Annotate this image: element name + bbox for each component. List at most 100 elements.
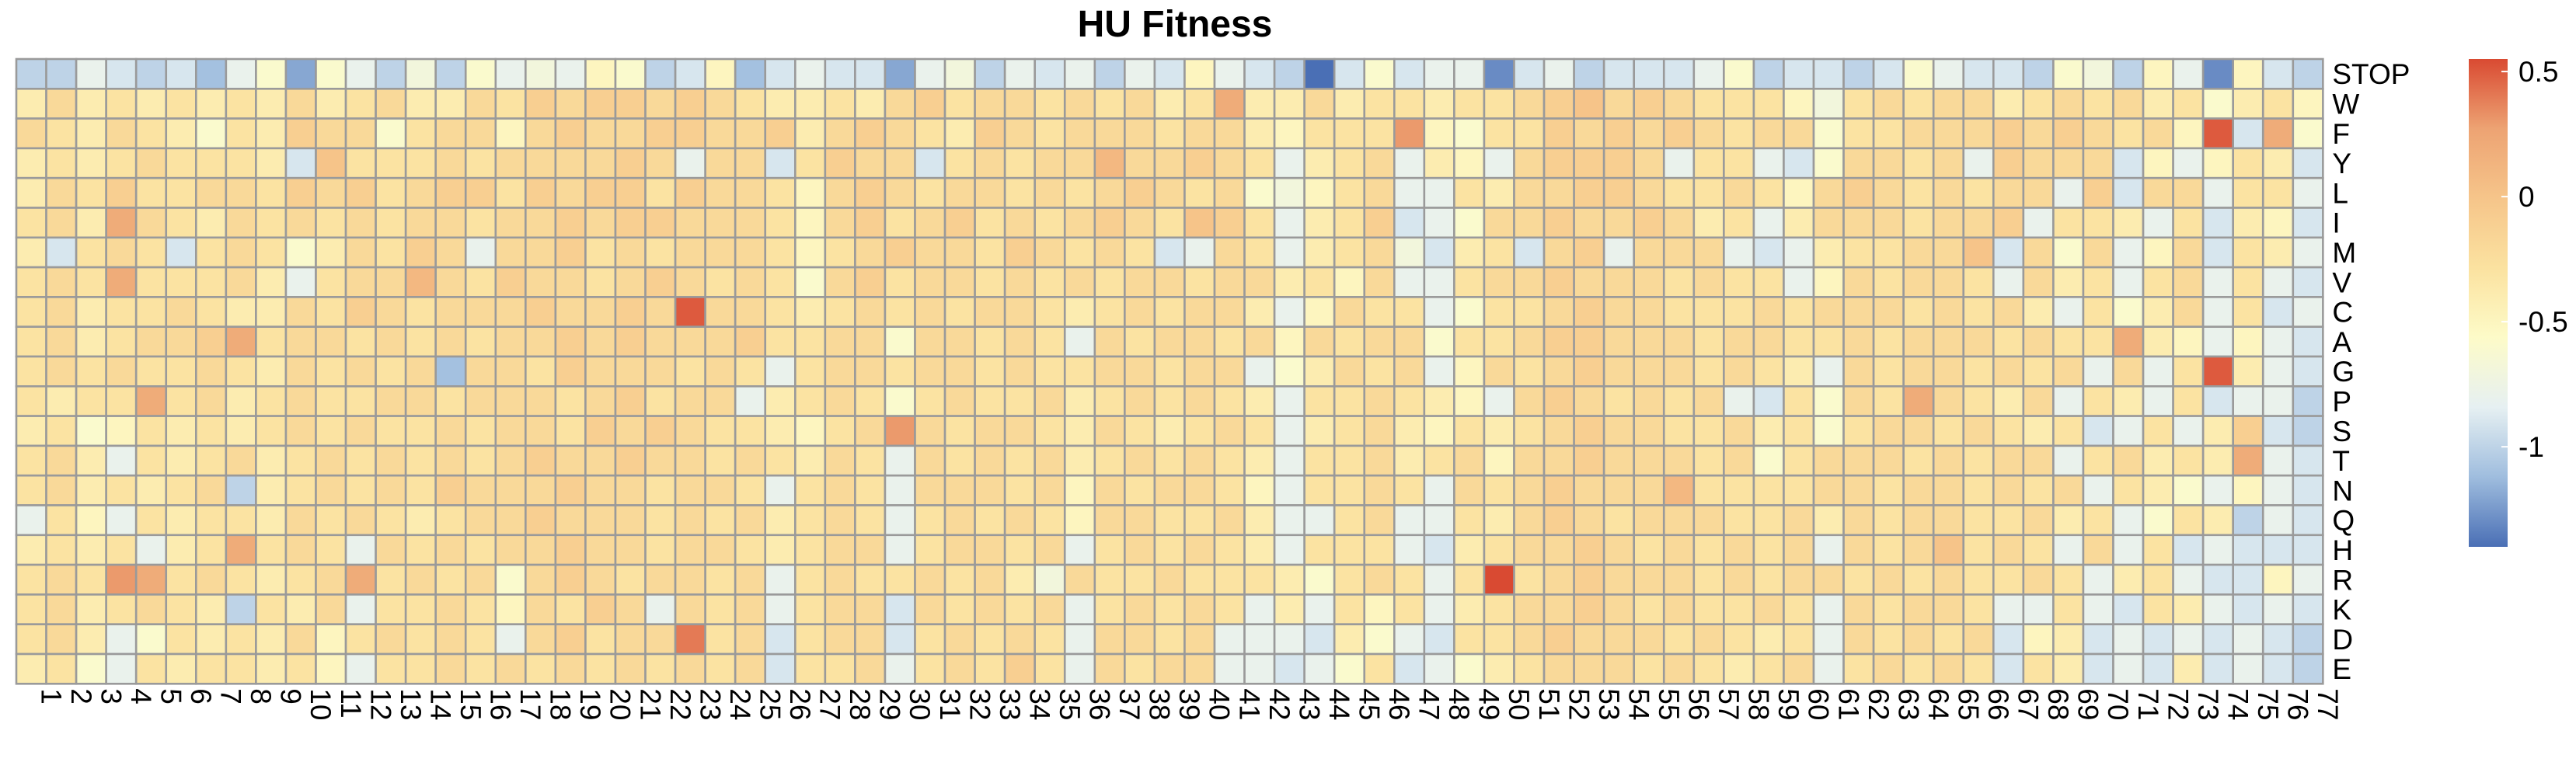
heatmap-cell [2292, 504, 2324, 537]
heatmap-cell [1692, 652, 1725, 685]
column-label: 5 [155, 688, 186, 705]
heatmap-cell [284, 88, 317, 120]
heatmap-cell [464, 384, 497, 417]
column-label: 56 [1683, 688, 1715, 720]
heatmap-cell [315, 415, 347, 447]
heatmap-cell [1633, 147, 1665, 179]
heatmap-cell [1213, 474, 1246, 506]
heatmap-cell [165, 207, 197, 239]
heatmap-cell [375, 176, 407, 209]
heatmap-cell [764, 504, 797, 537]
heatmap-cell [1393, 57, 1426, 90]
heatmap-cell [1573, 534, 1605, 566]
heatmap-cell [225, 474, 257, 506]
heatmap-cell [614, 355, 647, 388]
legend-tick-label: 0.5 [2518, 56, 2558, 88]
heatmap-cell [464, 236, 497, 269]
heatmap-cell [1662, 266, 1696, 298]
heatmap-cell [554, 325, 587, 358]
column-label: 25 [754, 688, 786, 720]
heatmap-cell [434, 593, 467, 626]
heatmap-cell [464, 563, 497, 596]
heatmap-cell [1183, 444, 1216, 477]
heatmap-cell [854, 534, 887, 566]
heatmap-cell [734, 325, 767, 358]
heatmap-cell [1932, 563, 1965, 596]
heatmap-cell [1542, 415, 1575, 447]
heatmap-cell [165, 504, 197, 537]
heatmap-cell [1273, 325, 1305, 358]
heatmap-cell [15, 563, 47, 596]
heatmap-cell [2232, 652, 2264, 685]
heatmap-cell [1783, 296, 1815, 328]
heatmap-cell [1842, 296, 1875, 328]
heatmap-cell [943, 57, 976, 90]
heatmap-cell [1063, 296, 1096, 328]
heatmap-cell [1003, 266, 1037, 298]
heatmap-cell [1752, 296, 1785, 328]
heatmap-cell [2052, 57, 2085, 90]
heatmap-cell [1393, 652, 1426, 685]
heatmap-cell [1183, 474, 1216, 506]
heatmap-cell [1752, 384, 1785, 417]
heatmap-cell [1812, 117, 1845, 150]
heatmap-cell [1573, 236, 1605, 269]
heatmap-cell [734, 563, 767, 596]
heatmap-cell [1333, 147, 1366, 179]
heatmap-cell [554, 88, 587, 120]
column-label: 59 [1773, 688, 1804, 720]
heatmap-cell [943, 444, 976, 477]
heatmap-cell [1752, 652, 1785, 685]
heatmap-cell [1633, 444, 1665, 477]
heatmap-cell [584, 355, 617, 388]
heatmap-cell [525, 88, 557, 120]
heatmap-cell [1153, 207, 1186, 239]
heatmap-cell [1902, 593, 1935, 626]
heatmap-cell [1393, 623, 1426, 656]
heatmap-cell [525, 474, 557, 506]
heatmap-cell [1992, 415, 2025, 447]
heatmap-cell [2261, 325, 2295, 358]
heatmap-cell [793, 504, 827, 537]
heatmap-cell [1063, 534, 1096, 566]
heatmap-cell [375, 207, 407, 239]
row-label: A [2332, 326, 2351, 358]
heatmap-cell [974, 355, 1006, 388]
heatmap-cell [884, 504, 916, 537]
heatmap-cell [1423, 325, 1455, 358]
heatmap-cell [614, 325, 647, 358]
heatmap-cell [225, 236, 257, 269]
heatmap-cell [943, 474, 976, 506]
heatmap-cell [165, 117, 197, 150]
heatmap-cell [554, 623, 587, 656]
heatmap-cell [824, 593, 856, 626]
heatmap-cell [1783, 652, 1815, 685]
column-label: 42 [1264, 688, 1295, 720]
heatmap-cell [1783, 88, 1815, 120]
heatmap-cell [105, 384, 138, 417]
heatmap-cell [1003, 355, 1037, 388]
heatmap-cell [1542, 176, 1575, 209]
heatmap-cell [494, 415, 527, 447]
heatmap-cell [943, 236, 976, 269]
heatmap-cell [225, 652, 257, 685]
heatmap-cell [734, 623, 767, 656]
heatmap-cell [2232, 504, 2264, 537]
row-label: G [2332, 356, 2355, 388]
heatmap-cell [165, 57, 197, 90]
heatmap-cell [1124, 652, 1156, 685]
heatmap-cell [105, 593, 138, 626]
heatmap-cell [2022, 384, 2055, 417]
heatmap-cell [1662, 593, 1696, 626]
heatmap-cell [1962, 88, 1995, 120]
heatmap-cell [943, 207, 976, 239]
heatmap-cell [2172, 236, 2205, 269]
heatmap-cell [1932, 325, 1965, 358]
heatmap-cell [2082, 266, 2114, 298]
heatmap-cell [1842, 534, 1875, 566]
heatmap-cell [914, 384, 946, 417]
heatmap-cell [2052, 534, 2085, 566]
heatmap-cell [2112, 593, 2145, 626]
heatmap-cell [1962, 147, 1995, 179]
heatmap-cell [1932, 176, 1965, 209]
